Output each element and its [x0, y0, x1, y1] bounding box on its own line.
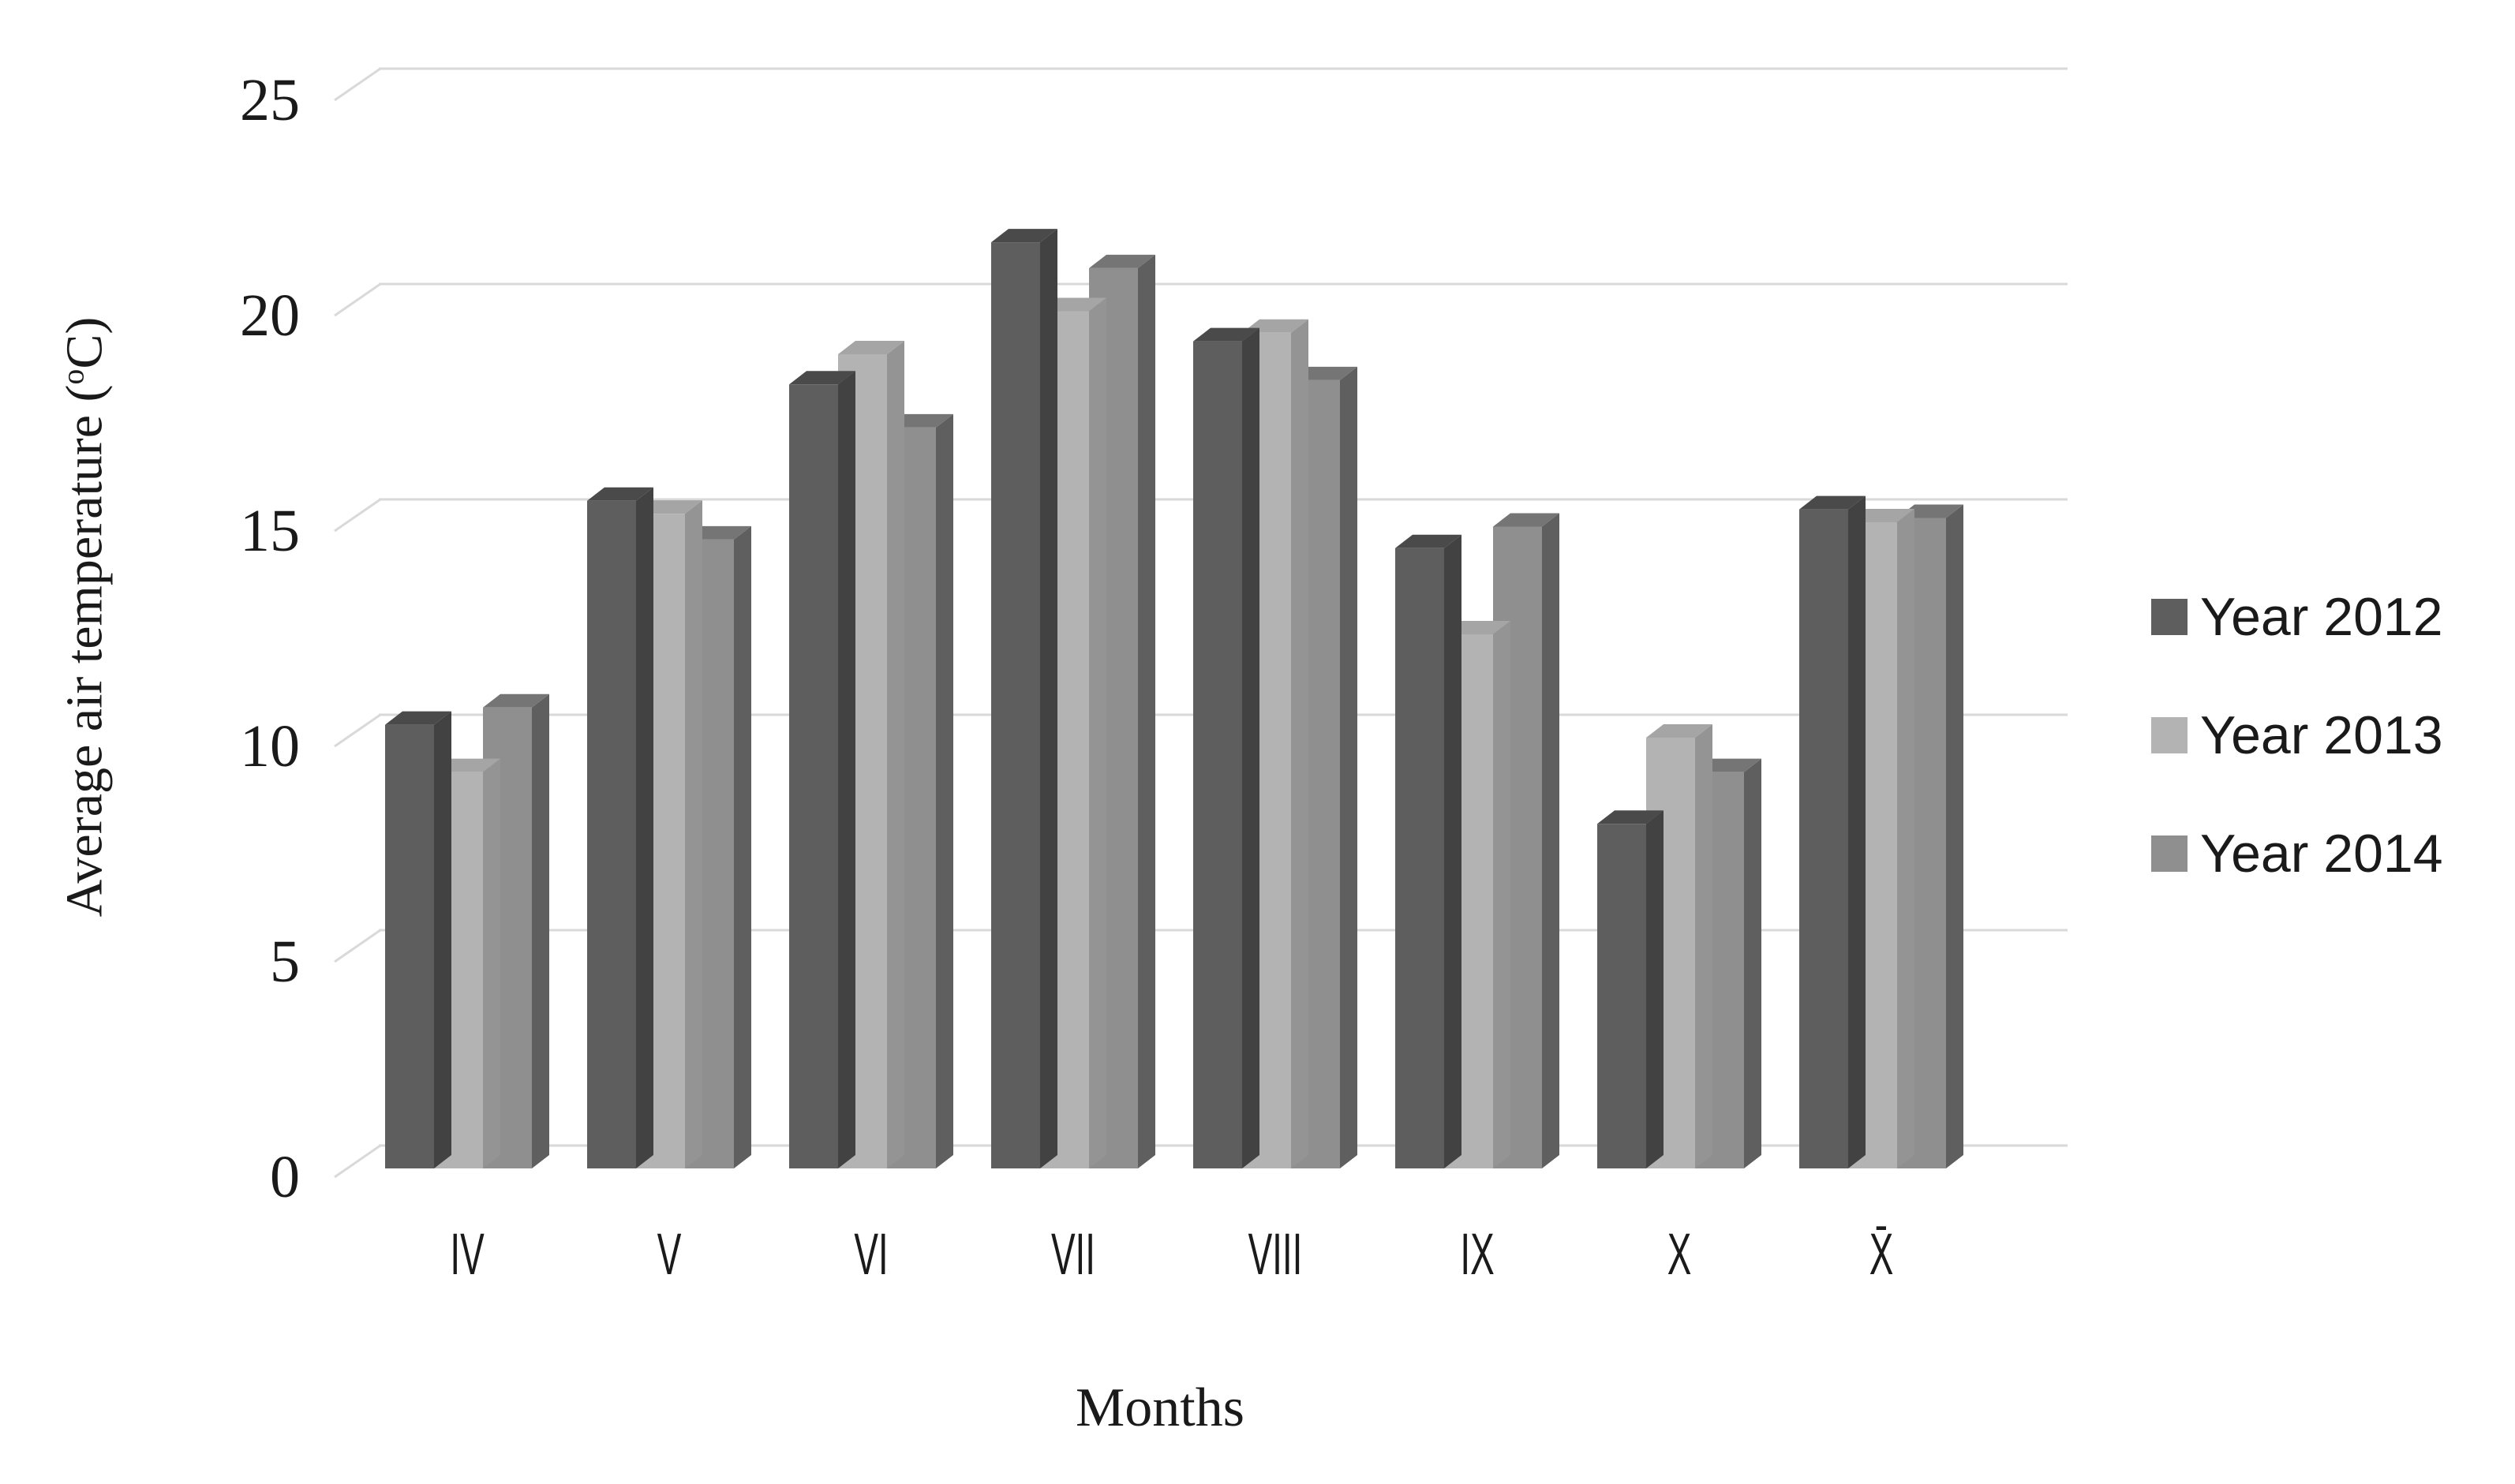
gridline-front-tick-0 [334, 1144, 381, 1179]
legend-label-2012: Year 2012 [2200, 587, 2443, 647]
bar-top-year-2012-X̄ [1799, 495, 1866, 510]
bar-side-year-2012-VIII [1242, 327, 1259, 1169]
legend-label-2013: Year 2013 [2200, 705, 2443, 765]
bar-side-year-2013-VIII [1291, 319, 1308, 1168]
bar-year-2012-V [587, 500, 636, 1168]
legend-item-2014: Year 2014 [2151, 826, 2443, 881]
gridline-front-tick-10 [334, 713, 381, 748]
bar-side-year-2014-IV [532, 693, 549, 1168]
x-category-V: V [657, 1221, 682, 1287]
gridline-front-tick-20 [334, 282, 381, 317]
bar-year-2012-X [1597, 824, 1646, 1168]
x-category-X: X [1667, 1221, 1692, 1287]
legend-swatch-2014 [2151, 835, 2188, 872]
bar-year-2012-VIII [1193, 341, 1242, 1169]
bar-side-year-2012-V [636, 487, 653, 1168]
bar-side-year-2014-X [1744, 758, 1761, 1168]
bar-year-2012-X̄ [1799, 509, 1848, 1168]
bar-side-year-2012-VII [1040, 229, 1057, 1169]
y-tick-0: 0 [270, 1144, 300, 1210]
bar-side-year-2012-X [1646, 810, 1664, 1168]
bar-side-year-2012-VI [838, 371, 855, 1168]
bar-side-year-2014-V [734, 525, 751, 1168]
bar-year-2012-IV [385, 724, 434, 1168]
x-category-IX: IX [1460, 1221, 1495, 1287]
x-category-VII: VII [1050, 1221, 1096, 1287]
bar-side-year-2014-X̄ [1946, 504, 1963, 1168]
bar-side-year-2013-X [1695, 724, 1712, 1168]
bar-side-year-2013-IX [1493, 620, 1510, 1168]
x-axis-title: Months [1076, 1377, 1244, 1438]
bar-top-year-2012-X [1597, 810, 1664, 824]
bar-side-year-2013-IV [483, 758, 500, 1168]
bar-top-year-2012-VI [789, 371, 855, 385]
y-tick-20: 20 [240, 282, 300, 349]
bar-side-year-2013-V [685, 500, 702, 1168]
y-tick-15: 15 [240, 498, 300, 564]
bar-side-year-2013-X̄ [1897, 509, 1914, 1168]
bar-side-year-2012-IX [1444, 534, 1461, 1168]
bar-side-year-2014-VII [1138, 254, 1155, 1168]
bar-side-year-2014-VI [936, 413, 953, 1168]
bar-year-2012-IX [1395, 548, 1444, 1168]
bar-top-year-2014-VII [1089, 254, 1155, 268]
x-category-IV: IV [450, 1221, 485, 1287]
y-tick-25: 25 [240, 67, 300, 133]
y-axis-title-sup: o [55, 368, 91, 385]
bar-top-year-2012-VIII [1193, 327, 1259, 342]
bar-top-year-2013-X [1646, 724, 1712, 738]
legend-item-2012: Year 2012 [2151, 589, 2443, 645]
bar-side-year-2013-VII [1089, 297, 1106, 1169]
gridline-front-tick-15 [334, 498, 381, 533]
bar-top-year-2014-IX [1493, 513, 1559, 527]
bar-year-2012-VII [991, 242, 1040, 1169]
y-axis-title-text: Average air temperature ( [55, 384, 114, 918]
bar-top-year-2012-IV [385, 711, 451, 725]
y-tick-5: 5 [270, 929, 300, 995]
bar-side-year-2014-IX [1542, 513, 1559, 1168]
legend-label-2014: Year 2014 [2200, 824, 2443, 884]
bar-side-year-2012-IV [434, 711, 451, 1168]
gridline-front-tick-25 [334, 67, 381, 102]
y-axis-title: Average air temperature (oC) [46, 317, 114, 918]
bar-top-year-2014-IV [483, 693, 549, 708]
bar-side-year-2012-X̄ [1848, 495, 1866, 1168]
legend-swatch-2012 [2151, 599, 2188, 635]
bar-year-2012-VI [789, 384, 838, 1168]
bar-top-year-2012-VII [991, 229, 1057, 243]
legend-swatch-2013 [2151, 717, 2188, 753]
y-tick-10: 10 [240, 713, 300, 779]
x-category-VI: VI [854, 1221, 889, 1287]
x-category-Xbar: X̄ [1869, 1221, 1894, 1287]
x-category-VIII: VIII [1248, 1221, 1303, 1287]
bar-side-year-2014-VIII [1340, 366, 1357, 1168]
gridline-front-tick-5 [334, 929, 381, 963]
bar-top-year-2012-V [587, 487, 653, 501]
bar-side-year-2013-VI [887, 341, 904, 1168]
legend-item-2013: Year 2013 [2151, 708, 2443, 763]
bar-top-year-2013-VI [838, 341, 904, 355]
bar-top-year-2012-IX [1395, 534, 1461, 548]
